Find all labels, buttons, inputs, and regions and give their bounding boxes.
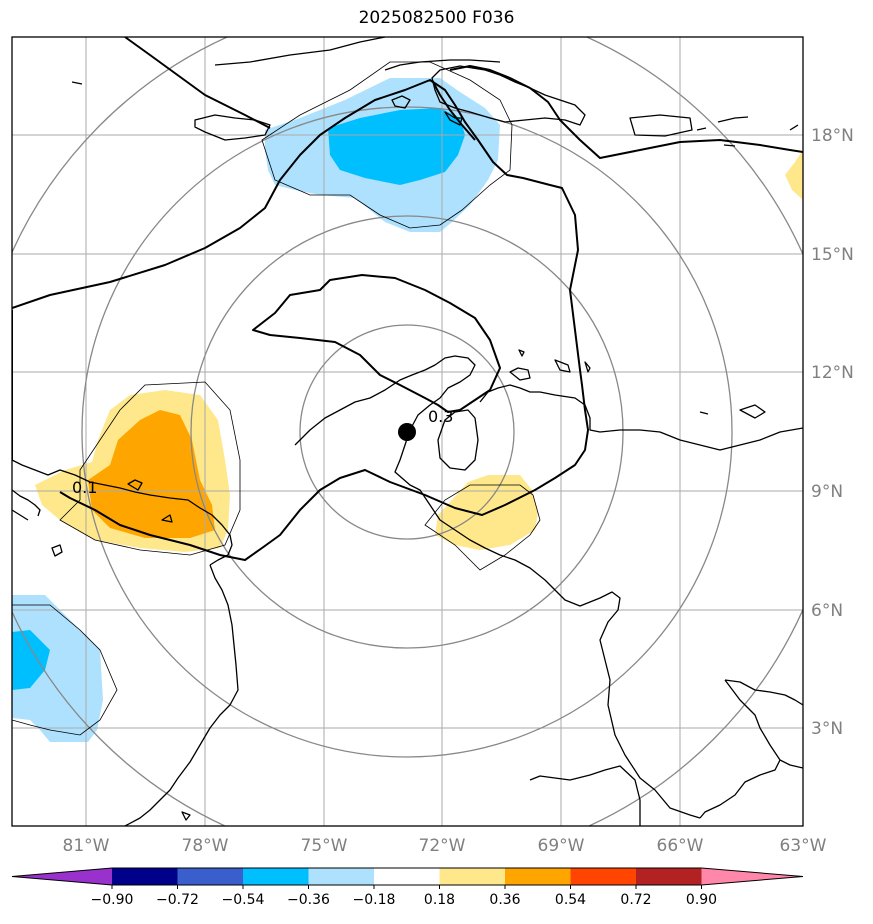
lon-label: 63°W: [780, 836, 827, 856]
colorbar-tick-label: 0.36: [489, 892, 520, 908]
longitude-labels: 81°W 78°W 75°W 72°W 69°W 66°W 63°W: [63, 836, 827, 856]
colorbar-tick-label: −0.72: [156, 892, 199, 908]
colorbar: −0.90 −0.72 −0.54 −0.36 −0.18 0.18 0.36 0.54 0.7…: [11, 867, 804, 908]
colorbar-segment: [505, 868, 571, 885]
colorbar-segment: [112, 868, 178, 885]
colorbar-tick-label: −0.36: [287, 892, 330, 908]
contour-label-01: 0.1: [72, 478, 97, 497]
lat-label: 3°N: [811, 719, 843, 739]
negative-anomaly-light-west: [12, 595, 103, 742]
lon-label: 69°W: [538, 836, 585, 856]
colorbar-extend-max: [701, 868, 803, 885]
latitude-labels: 18°N 15°N 12°N 9°N 6°N 3°N: [811, 126, 854, 739]
colorbar-tick-label: 0.72: [620, 892, 651, 908]
colorbar-segment: [374, 868, 440, 885]
map-frame: [11, 36, 804, 827]
colorbar-tick-label: −0.54: [222, 892, 265, 908]
lon-label: 78°W: [182, 836, 229, 856]
colorbar-segment: [177, 868, 244, 885]
lat-label: 9°N: [811, 482, 843, 502]
colorbar-tick-label: 0.90: [686, 892, 717, 908]
lon-label: 75°W: [301, 836, 348, 856]
lon-label: 72°W: [419, 836, 466, 856]
colorbar-segment: [308, 868, 375, 885]
lon-label: 81°W: [63, 836, 110, 856]
colorbar-segment: [439, 868, 506, 885]
colorbar-segment: [243, 868, 309, 885]
colorbar-tick-label: −0.18: [353, 892, 396, 908]
colorbar-segment: [570, 868, 637, 885]
colorbar-tick-label: 0.54: [555, 892, 586, 908]
contour-label-03: 0.3: [428, 407, 453, 426]
negative-anomaly-dark-north: [328, 108, 465, 185]
thick-contours: [12, 37, 803, 561]
lat-label: 12°N: [811, 363, 854, 383]
colorbar-tick-label: −0.90: [91, 892, 134, 908]
lat-label: 6°N: [811, 601, 843, 621]
plot-title: 2025082500 F036: [358, 8, 515, 28]
graticule: [12, 37, 803, 826]
positive-anomaly-yellow-east: [785, 150, 803, 200]
lat-label: 15°N: [811, 245, 854, 265]
coastlines: [12, 37, 803, 826]
lon-label: 66°W: [657, 836, 704, 856]
negative-anomaly-dark-west: [12, 630, 50, 690]
storm-center-marker: [398, 423, 416, 441]
lat-label: 18°N: [811, 126, 854, 146]
colorbar-segment: [636, 868, 702, 885]
range-rings: [12, 37, 803, 826]
colorbar-extend-min: [12, 868, 112, 885]
positive-anomaly-orange-west: [88, 410, 215, 538]
thin-contours: [12, 61, 541, 736]
colorbar-tick-label: 0.18: [424, 892, 455, 908]
